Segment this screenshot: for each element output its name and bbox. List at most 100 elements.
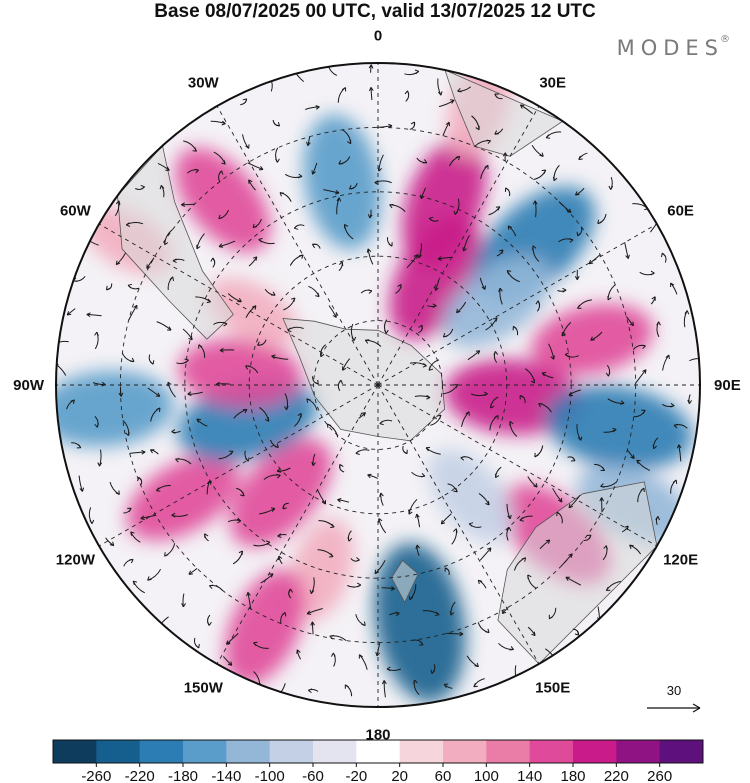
wind-vector (565, 576, 582, 586)
wind-vector-head (539, 152, 544, 157)
wind-vector-head (453, 210, 459, 215)
longitude-label: 120E (663, 552, 698, 569)
meridian-line (377, 384, 540, 665)
wind-vector-head (187, 391, 192, 396)
wind-vector-head (374, 569, 379, 575)
wind-vector-head (665, 354, 670, 360)
wind-vector-head (337, 498, 342, 503)
wind-vector-head (495, 206, 501, 211)
wind-vector (520, 104, 534, 114)
wind-vector-head (673, 423, 679, 429)
wind-vector-head (225, 640, 231, 645)
wind-vector-head (196, 418, 201, 423)
meridian-line (216, 105, 379, 386)
wind-vector-head (283, 405, 289, 411)
wind-vector-head (192, 147, 197, 152)
wind-vector-head (245, 144, 250, 149)
wind-vector (56, 340, 69, 347)
wind-vector-head (342, 366, 347, 371)
wind-vector-head (442, 333, 448, 338)
wind-vector-head (97, 462, 103, 467)
wind-vector (316, 489, 326, 505)
colorbar-swatch (269, 740, 314, 763)
wind-vector-head (420, 194, 425, 200)
wind-vector-head (275, 158, 280, 163)
wind-vector-head (349, 185, 354, 190)
wind-vector-head (456, 308, 461, 314)
wind-vector-head (89, 519, 95, 524)
wind-vector-head (288, 588, 293, 593)
wind-vector-head (420, 472, 426, 478)
wind-vector-head (216, 381, 221, 387)
wind-vector-head (315, 105, 320, 110)
wind-vector-head (450, 99, 455, 104)
wind-vector-head (541, 372, 547, 377)
colorbar-tick-label: 20 (391, 768, 408, 783)
wind-vector-head (311, 170, 316, 175)
wind-vector-head (127, 283, 133, 289)
wind-vector-head (271, 354, 276, 359)
wind-vector-head (245, 457, 250, 462)
wind-vector-head (361, 412, 366, 417)
colorbar: -260 -220 -180 -140 -100 -60 -20 20 60 100 140 180 2… (52, 739, 704, 783)
wind-vector-head (641, 409, 646, 414)
wind-vector-head (248, 179, 253, 184)
wind-vector-head (379, 492, 384, 497)
wind-vector-head (422, 363, 427, 368)
wind-vector-head (157, 624, 162, 630)
wind-vector-head (445, 121, 450, 127)
wind-vector (479, 547, 492, 561)
wind-vector-head (629, 544, 634, 549)
colorbar-frame (52, 739, 704, 764)
wind-vector-head (356, 582, 362, 588)
wind-vector-head (368, 64, 374, 69)
wind-vector-head (389, 204, 394, 209)
wind-vector-head (418, 641, 424, 646)
wind-vector-head (561, 331, 566, 337)
anomaly-cell (178, 338, 302, 408)
wind-vector-head (507, 225, 513, 230)
wind-vector-head (636, 459, 641, 465)
wind-vector-head (130, 531, 135, 536)
wind-vector-head (125, 222, 131, 227)
wind-vector-head (306, 398, 311, 403)
wind-vector-head (484, 164, 489, 170)
wind-vector-head (290, 297, 296, 303)
wind-vector-head (276, 473, 281, 479)
wind-vector (376, 642, 381, 656)
wind-vector (689, 358, 700, 362)
wind-vector-head (535, 300, 541, 305)
wind-vector-head (164, 552, 169, 557)
wind-vector-head (94, 331, 99, 336)
wind-vector-head (83, 235, 89, 241)
wind-vector-head (509, 646, 514, 651)
anomaly-cell (428, 448, 514, 544)
colorbar-swatch (616, 740, 661, 763)
wind-vector-head (129, 558, 134, 564)
wind-vector-head (238, 550, 243, 556)
wind-vector-head (521, 557, 527, 562)
wind-vector-head (164, 240, 169, 246)
wind-vector-head (453, 384, 459, 389)
wind-vector-head (227, 661, 233, 666)
colorbar-tick-label: 100 (474, 768, 499, 783)
wind-vector (383, 680, 386, 698)
wind-vector-head (375, 651, 380, 657)
wind-vector-head (568, 503, 573, 509)
anomaly-cell (229, 438, 333, 547)
wind-vector-head (502, 152, 508, 157)
wind-vectors (56, 63, 700, 698)
wind-vector-head (494, 93, 499, 98)
wind-vector-head (532, 245, 537, 250)
wind-vector (437, 256, 453, 260)
wind-vector-head (438, 91, 443, 96)
wind-vector-head (298, 173, 303, 179)
colorbar-swatch (443, 740, 487, 763)
wind-vector-head (329, 553, 334, 558)
wind-vector-head (181, 202, 186, 207)
wind-vector-head (358, 654, 363, 659)
wind-vector-head (171, 512, 176, 518)
wind-vector-head (271, 291, 276, 296)
wind-vector-head (453, 528, 458, 533)
